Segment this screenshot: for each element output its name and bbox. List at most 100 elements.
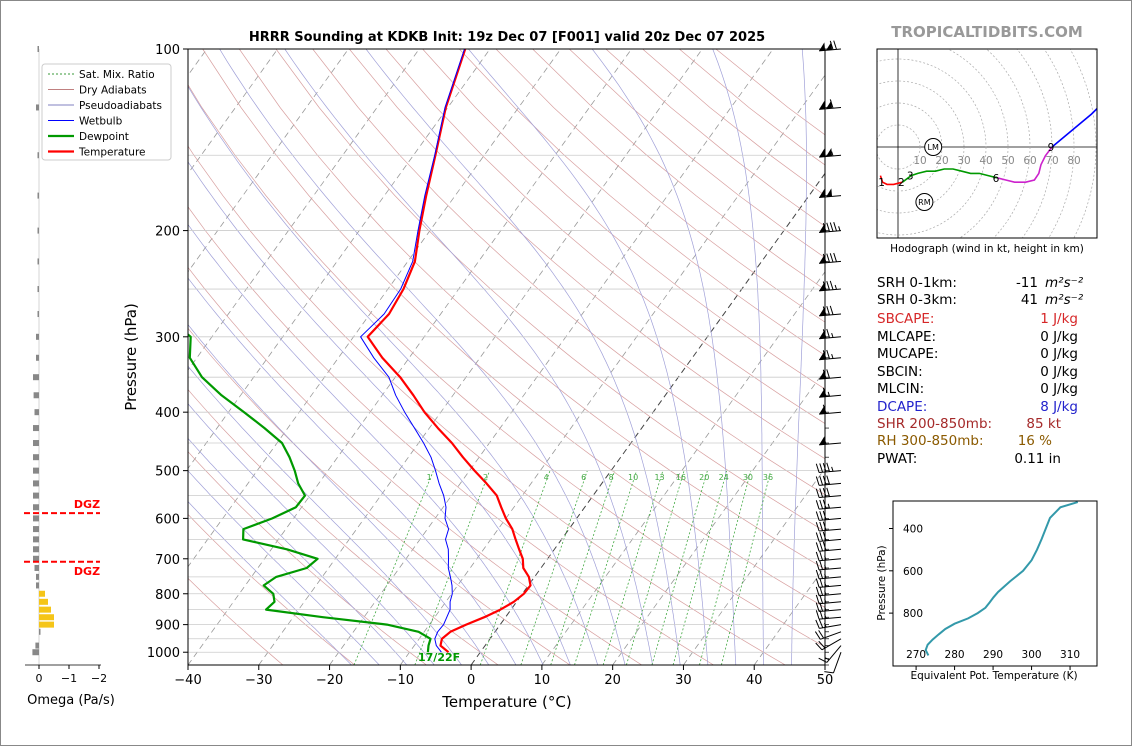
y-tick-label: 500 — [155, 465, 180, 480]
barb-flag — [826, 41, 833, 51]
barb-full — [822, 521, 827, 531]
isotherm-line — [258, 49, 703, 665]
barb-staff — [820, 631, 842, 640]
barb-full — [815, 488, 820, 498]
barb-half — [834, 284, 837, 290]
omega-bar — [37, 192, 39, 199]
wind-barb — [815, 541, 842, 552]
moist-adiabat — [284, 49, 653, 665]
barb-staff — [819, 495, 842, 499]
barb-staff — [819, 616, 842, 620]
hodo-ring-label: 20 — [935, 155, 948, 167]
wind-barb — [819, 305, 842, 317]
barb-staff — [819, 288, 842, 292]
omega-bar — [34, 409, 39, 416]
barb-full — [822, 281, 827, 291]
wind-barb — [815, 638, 842, 651]
theta-e-xlabel: Equivalent Pot. Temperature (K) — [910, 670, 1077, 682]
barb-full — [815, 586, 820, 596]
y-tick-label: 600 — [155, 512, 180, 527]
y-tick-label: 700 — [155, 553, 180, 568]
omega-xlabel: Omega (Pa/s) — [27, 693, 115, 708]
hodo-lm-label: LM — [928, 143, 939, 152]
barb-full — [822, 329, 827, 339]
hodo-ring — [877, 58, 987, 236]
barb-full — [826, 281, 831, 291]
barb-half — [824, 657, 830, 661]
wind-barb — [815, 551, 842, 562]
chart-title: HRRR Sounding at KDKB Init: 19z Dec 07 [… — [249, 30, 765, 45]
mixing-ratio-line — [574, 470, 637, 665]
omega-bar — [32, 649, 39, 656]
barb-flag — [819, 436, 826, 445]
dry-adiabat — [275, 49, 825, 532]
mlcape-label: MLCAPE: — [877, 329, 936, 345]
barb-full — [826, 306, 831, 316]
hodo-ring — [877, 124, 921, 170]
isotherm-line — [188, 49, 632, 665]
mixing-ratio-line — [720, 470, 772, 665]
wind-barb — [824, 652, 842, 674]
omega-bar — [39, 598, 48, 605]
barb-half — [838, 226, 841, 231]
barb-staff — [819, 394, 842, 398]
wind-barb — [815, 569, 842, 580]
wind-barb — [815, 531, 842, 542]
wind-barb — [815, 499, 842, 510]
dewpoint-profile — [188, 333, 432, 653]
barb-staff — [819, 506, 842, 510]
moist-adiabat — [219, 49, 626, 665]
omega-bar — [37, 258, 39, 265]
moist-adiabat — [188, 223, 544, 665]
omega-bar — [35, 642, 39, 649]
omega-bar — [36, 104, 39, 111]
watermark: TROPICALTIDBITS.COM — [891, 23, 1083, 41]
barb-full — [829, 40, 834, 50]
barb-full — [815, 602, 820, 612]
mixing-ratio-line — [699, 470, 752, 665]
shr-label: SHR 200-850mb: — [877, 416, 992, 432]
wind-barb — [815, 510, 842, 521]
isotherm-line — [612, 369, 825, 665]
barb-full — [824, 671, 834, 674]
barb-full — [822, 222, 827, 233]
x-tick-label: −20 — [316, 673, 343, 688]
barb-full — [815, 642, 823, 651]
y-tick-label: 300 — [155, 331, 180, 346]
theta-e-profile — [924, 501, 1079, 656]
skewt-xlabel: Temperature (°C) — [441, 693, 571, 711]
hodo-ring — [947, 49, 1009, 238]
barb-half — [831, 332, 834, 338]
barb-full — [814, 631, 821, 640]
isobars — [188, 48, 825, 666]
barb-full — [819, 532, 824, 542]
hodo-ring-label: 70 — [1045, 155, 1058, 167]
mixing-ratio-line — [672, 470, 728, 665]
omega-bar — [33, 536, 39, 543]
isotherm-line — [188, 49, 491, 470]
dry-adiabat — [312, 49, 825, 496]
moist-adiabat — [712, 49, 765, 665]
barb-full — [826, 475, 831, 485]
omega-bar — [34, 564, 39, 571]
barb-staff — [819, 609, 842, 613]
barb-half — [827, 391, 831, 397]
omega-bar — [33, 504, 39, 511]
moist-adiabat — [365, 49, 681, 665]
omega-tick-label: 0 — [36, 672, 43, 685]
mixing-ratio-label: 1 — [427, 473, 432, 482]
mixing-ratio-line — [651, 470, 708, 665]
legend: Sat. Mix. Ratio Dry Adiabats Pseudoadiabat… — [41, 63, 172, 161]
theta-e-ytick-label: 400 — [903, 524, 923, 536]
barb-staff — [819, 48, 842, 52]
moist-adiabat — [591, 49, 737, 665]
moist-adiabat — [188, 437, 408, 665]
moist-adiabat — [188, 403, 435, 665]
barb-full — [829, 305, 834, 315]
barb-staff — [819, 517, 842, 521]
barb-full — [833, 222, 837, 232]
omega-bar — [37, 227, 39, 234]
barb-half — [824, 598, 827, 604]
barb-full — [819, 569, 824, 579]
omega-bar — [36, 582, 39, 589]
